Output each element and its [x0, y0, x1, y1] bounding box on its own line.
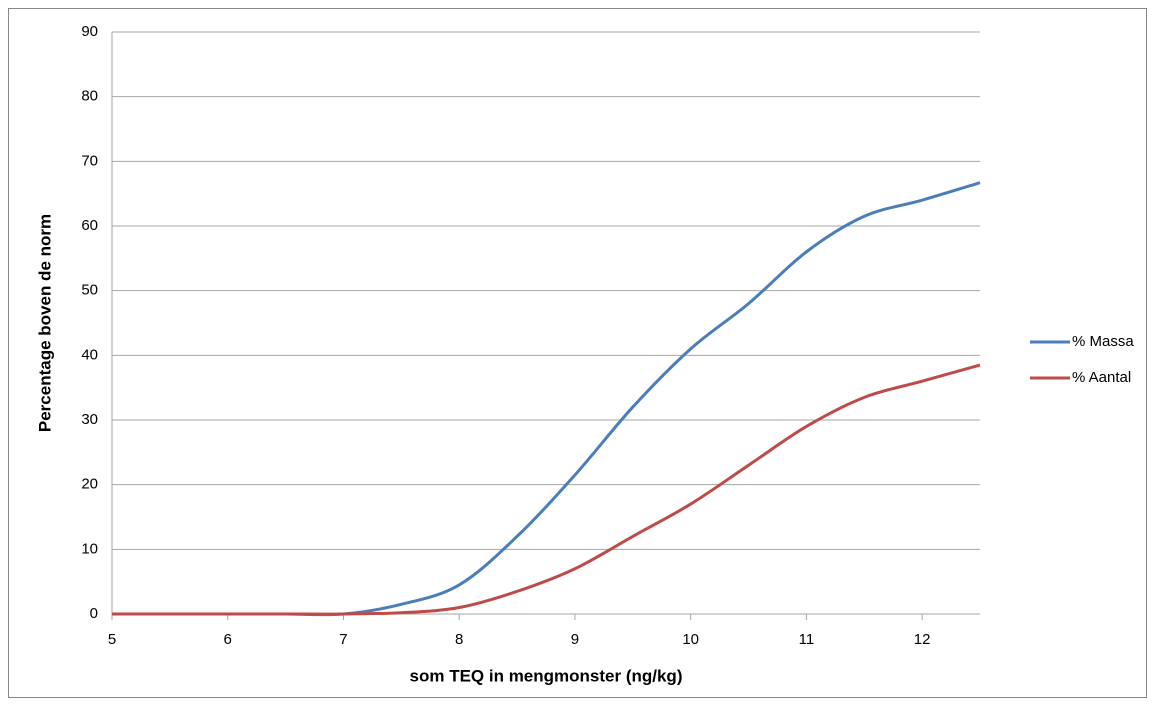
x-tick-label: 5 — [108, 631, 116, 648]
y-tick-label: 10 — [81, 540, 98, 557]
y-tick-label: 80 — [81, 88, 98, 105]
y-tick-label: 60 — [81, 217, 98, 234]
x-tick-label: 9 — [571, 631, 579, 648]
x-tick-label: 8 — [455, 631, 463, 648]
y-axis-title: Percentage boven de norm — [35, 214, 54, 432]
y-tick-label: 50 — [81, 282, 98, 299]
y-tick-label: 0 — [90, 605, 98, 622]
x-tick-label: 7 — [339, 631, 347, 648]
y-tick-label: 70 — [81, 152, 98, 169]
chart-frame — [8, 8, 1147, 698]
y-tick-label: 40 — [81, 346, 98, 363]
x-tick-label: 12 — [914, 631, 931, 648]
y-tick-label: 20 — [81, 476, 98, 493]
x-tick-label: 10 — [682, 631, 699, 648]
legend-label: % Massa — [1072, 333, 1134, 350]
x-axis-title: som TEQ in mengmonster (ng/kg) — [410, 666, 683, 685]
x-tick-label: 11 — [799, 631, 815, 648]
y-tick-label: 90 — [81, 23, 98, 40]
legend-label: % Aantal — [1072, 369, 1131, 386]
x-tick-label: 6 — [224, 631, 232, 648]
y-tick-label: 30 — [81, 411, 98, 428]
series-line — [111, 363, 981, 616]
